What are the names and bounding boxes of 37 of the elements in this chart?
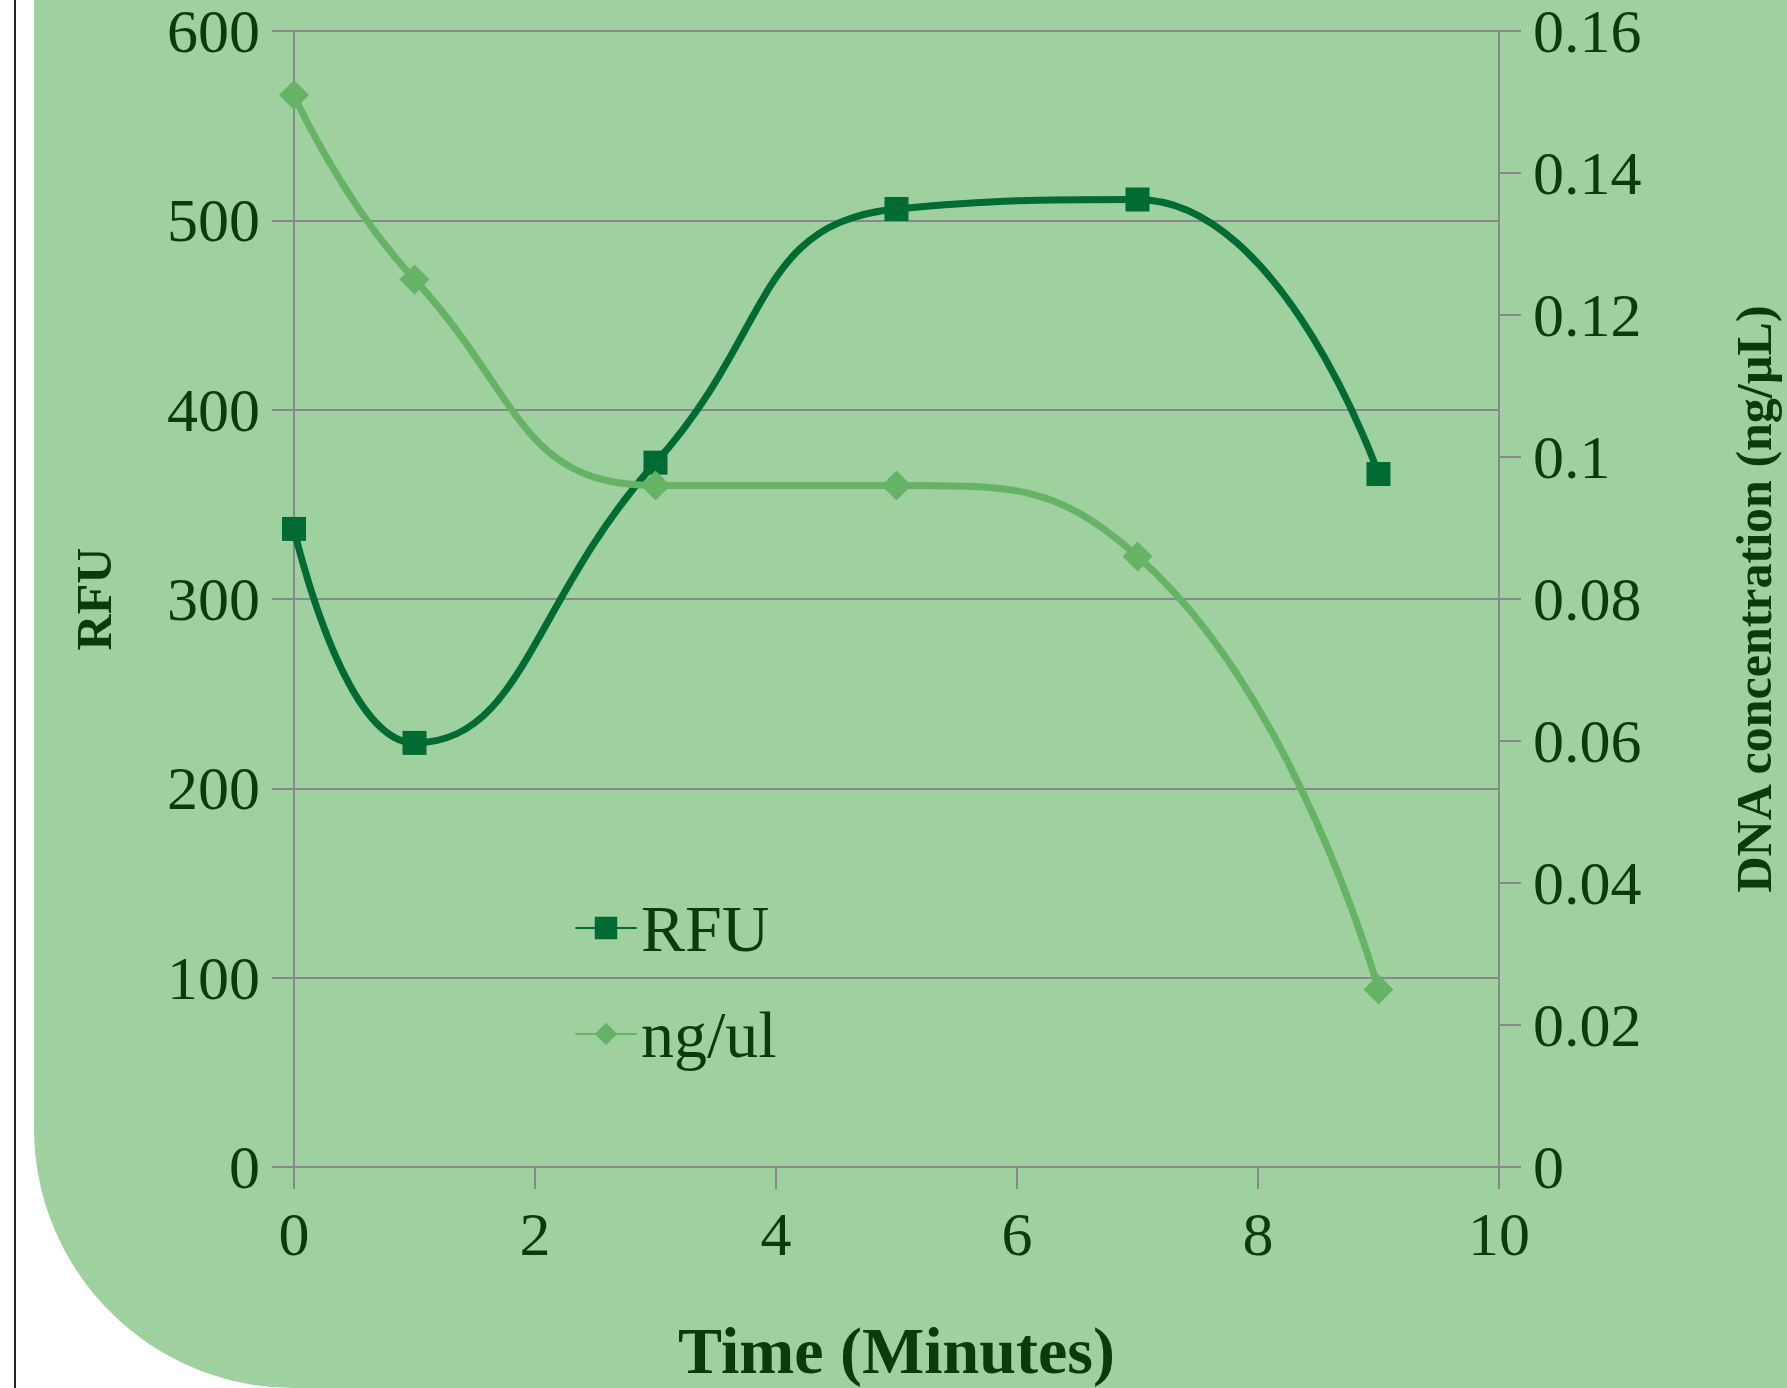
legend-label: RFU: [641, 891, 770, 965]
point: [1122, 541, 1153, 572]
x-tick-label: 2: [519, 1200, 551, 1268]
y-tick-label: 500: [167, 186, 260, 255]
y-tick-label: 400: [167, 375, 260, 444]
point: [1363, 974, 1394, 1005]
x-axis-title: Time (Minutes): [678, 1313, 1115, 1388]
y-tick-label: 0: [229, 1133, 260, 1201]
y-tick-label: 200: [167, 754, 260, 823]
x-tick-label: 10: [1468, 1200, 1530, 1268]
x-tick-label: 6: [1001, 1200, 1033, 1268]
y2-tick-label: 0.08: [1533, 565, 1642, 633]
y-axis-title: RFU: [66, 547, 122, 651]
point: [1125, 187, 1150, 212]
x-tick-label: 4: [760, 1200, 792, 1268]
y2-tick-label: 0.1: [1533, 423, 1611, 491]
y2-tick-label: 0.16: [1533, 0, 1642, 65]
y2-tick-label: 0.12: [1533, 281, 1642, 349]
x-tick-label: 0: [278, 1200, 310, 1268]
y2-tick-label: 0.14: [1533, 139, 1642, 207]
y2-tick-label: 0: [1533, 1133, 1564, 1201]
legend-label: ng/ul: [641, 997, 777, 1071]
point: [282, 516, 306, 541]
point: [884, 196, 909, 221]
x-tick-label: 8: [1242, 1200, 1274, 1268]
y2-tick-label: 0.02: [1533, 991, 1642, 1059]
point: [643, 450, 668, 475]
y-tick-label: 100: [167, 943, 260, 1012]
y2-axis-title: DNA concentration (ng/µL): [1726, 305, 1782, 893]
y-tick-label: 300: [167, 565, 260, 633]
point: [1366, 462, 1391, 487]
point: [279, 79, 309, 110]
y-tick-label: 600: [167, 0, 260, 65]
y2-tick-label: 0.04: [1533, 849, 1642, 917]
point: [399, 264, 430, 295]
point: [402, 730, 427, 755]
y2-tick-label: 0.06: [1533, 707, 1642, 775]
